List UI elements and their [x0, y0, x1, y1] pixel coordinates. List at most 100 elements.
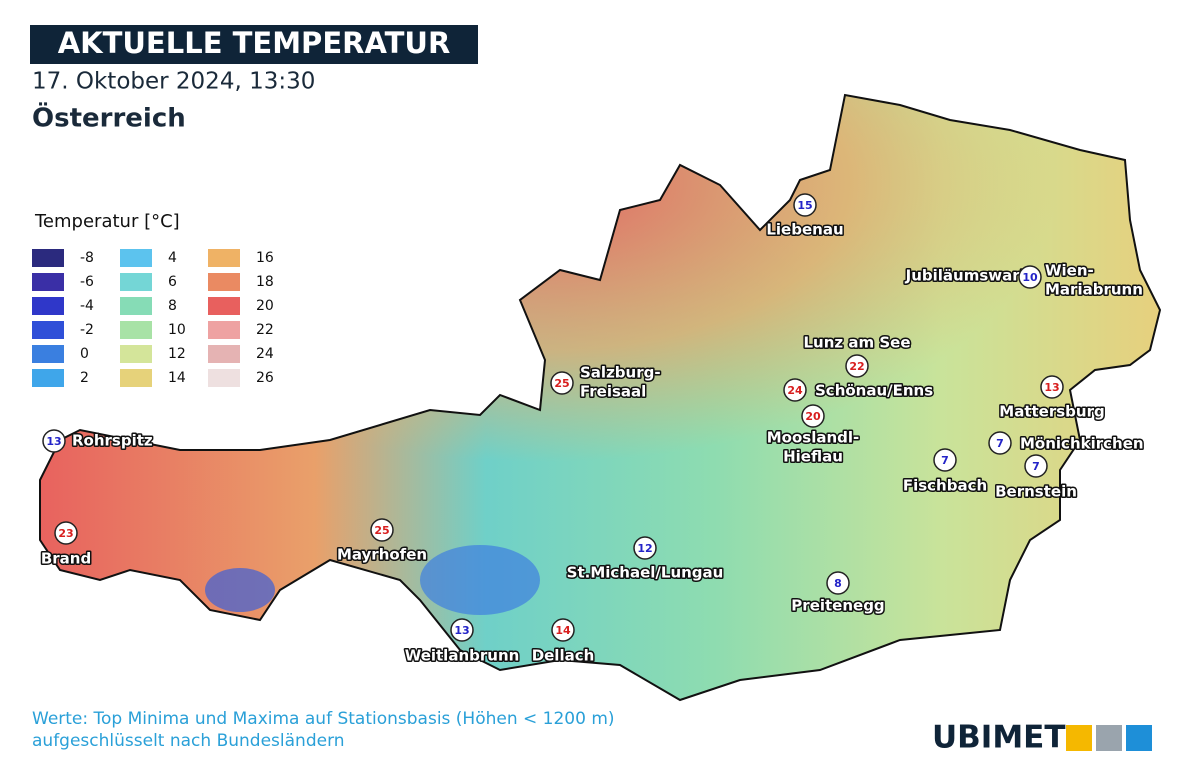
- station-name: Rohrspitz: [72, 432, 153, 450]
- station-value: 10: [1022, 271, 1038, 284]
- logo-drop: [1126, 725, 1152, 751]
- station-name: Dellach: [532, 647, 595, 665]
- footnote: Werte: Top Minima und Maxima auf Station…: [32, 709, 615, 729]
- legend-label: 14: [168, 370, 186, 386]
- legend-label: 22: [256, 322, 274, 338]
- legend-label: 16: [256, 250, 274, 266]
- legend-label: 24: [256, 346, 274, 362]
- station-marker: [450, 618, 474, 642]
- legend-swatch: [208, 321, 240, 339]
- station-marker: [1018, 265, 1042, 289]
- legend-swatch: [32, 321, 64, 339]
- station-value: 22: [849, 360, 864, 373]
- legend-label: 0: [80, 346, 89, 362]
- station-value: 8: [834, 577, 842, 590]
- region: Österreich: [32, 101, 186, 134]
- logo: UBIMET: [932, 720, 1066, 756]
- footnote: aufgeschlüsselt nach Bundesländern: [32, 731, 345, 751]
- legend-swatch: [208, 249, 240, 267]
- legend-swatch: [208, 273, 240, 291]
- station-name: Schönau/Enns: [815, 382, 933, 400]
- legend-label: 26: [256, 370, 274, 386]
- legend-label: 20: [256, 298, 274, 314]
- legend-swatch: [120, 321, 152, 339]
- station-name: Mooslandl-: [767, 429, 860, 447]
- station-marker: [633, 536, 657, 560]
- legend-label: 12: [168, 346, 186, 362]
- legend-swatch: [120, 297, 152, 315]
- legend-swatch: [32, 345, 64, 363]
- station-marker: [793, 193, 817, 217]
- station-name: Weitlanbrunn: [405, 647, 520, 665]
- station-marker: [1024, 454, 1048, 478]
- station-name: Liebenau: [766, 221, 843, 239]
- legend-label: -6: [80, 274, 94, 290]
- title: AKTUELLE TEMPERATUR: [58, 26, 451, 60]
- legend-label: -2: [80, 322, 94, 338]
- legend-swatch: [120, 249, 152, 267]
- title-bar: [30, 25, 478, 64]
- station-name: Mayrhofen: [337, 546, 427, 564]
- station-name: Mattersburg: [999, 403, 1104, 421]
- station-value: 23: [58, 527, 73, 540]
- legend-label: 4: [168, 250, 177, 266]
- station-marker: [551, 618, 575, 642]
- station-value: 13: [1044, 381, 1059, 394]
- date: 17. Oktober 2024, 13:30: [32, 69, 315, 95]
- station-name: Fischbach: [903, 477, 987, 495]
- legend-label: -8: [80, 250, 94, 266]
- legend-swatch: [32, 297, 64, 315]
- station-marker: [988, 431, 1012, 455]
- station-marker: [1040, 375, 1064, 399]
- station-marker: [801, 404, 825, 428]
- station-marker: [42, 429, 66, 453]
- station-name: Brand: [41, 550, 91, 568]
- legend-label: 6: [168, 274, 177, 290]
- station-name: Mariabrunn: [1045, 281, 1143, 299]
- station-name: Salzburg-: [580, 364, 661, 382]
- legend-swatch: [208, 369, 240, 387]
- logo-sun: [1066, 725, 1092, 751]
- legend-label: 10: [168, 322, 186, 338]
- station-value: 24: [787, 384, 803, 397]
- station-marker: [54, 521, 78, 545]
- station-value: 13: [46, 435, 61, 448]
- legend-swatch: [208, 345, 240, 363]
- legend-swatch: [120, 369, 152, 387]
- station-name: St.Michael/Lungau: [567, 564, 724, 582]
- station-value: 7: [996, 437, 1004, 450]
- station-name: Bernstein: [995, 483, 1077, 501]
- station-name: Preitenegg: [791, 597, 884, 615]
- station-value: 12: [637, 542, 652, 555]
- station-value: 25: [374, 524, 389, 537]
- station-marker: [550, 371, 574, 395]
- station-name: Mönichkirchen: [1020, 435, 1144, 453]
- legend-label: 8: [168, 298, 177, 314]
- legend-swatch: [208, 297, 240, 315]
- legend-title: Temperatur [°C]: [34, 211, 180, 232]
- legend-label: 2: [80, 370, 89, 386]
- legend-swatch: [32, 369, 64, 387]
- station-name: Hieflau: [783, 448, 843, 466]
- legend-label: -4: [80, 298, 94, 314]
- station-value: 20: [805, 410, 821, 423]
- station-name: Freisaal: [580, 383, 646, 401]
- station-value: 14: [555, 624, 571, 637]
- station-marker: [370, 518, 394, 542]
- station-value: 13: [454, 624, 469, 637]
- station-marker: [933, 448, 957, 472]
- legend-swatch: [120, 273, 152, 291]
- station-name: Jubiläumswarte: [905, 267, 1037, 285]
- station-value: 7: [1032, 460, 1040, 473]
- station-value: 15: [797, 199, 812, 212]
- station-marker: [826, 571, 850, 595]
- legend-swatch: [32, 273, 64, 291]
- legend-swatch: [32, 249, 64, 267]
- legend-swatch: [120, 345, 152, 363]
- station-value: 25: [554, 377, 569, 390]
- station-marker: [783, 378, 807, 402]
- station-name: Lunz am See: [804, 334, 911, 352]
- station-marker: [845, 354, 869, 378]
- legend-label: 18: [256, 274, 274, 290]
